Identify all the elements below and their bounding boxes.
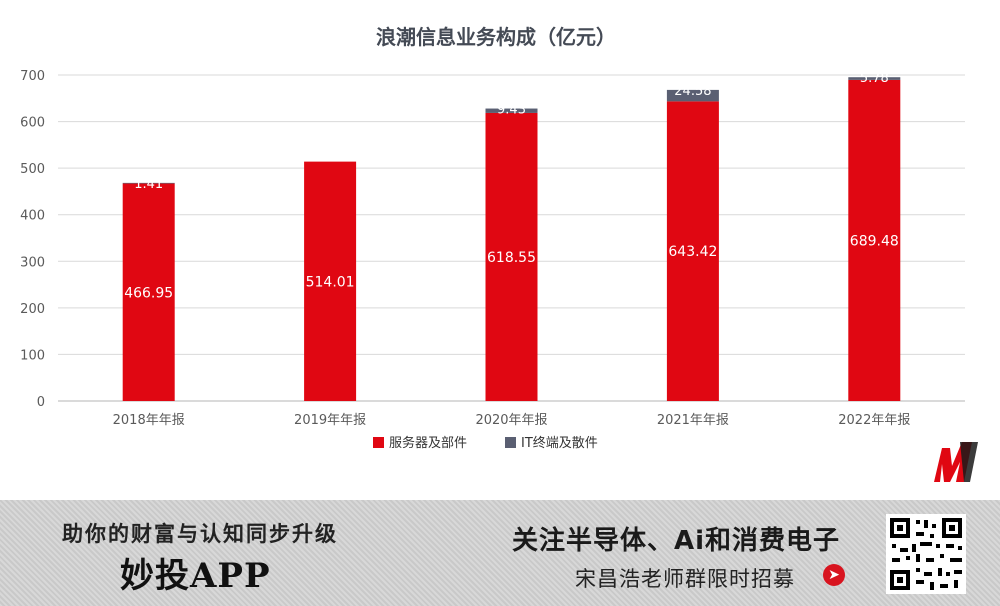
x-tick-label: 2021年年报 [657, 413, 729, 428]
data-label-server: 643.42 [668, 244, 717, 260]
y-tick-label: 0 [37, 395, 45, 410]
y-tick-label: 100 [20, 348, 45, 363]
bar-server [848, 79, 901, 401]
y-tick-label: 300 [20, 255, 45, 270]
bar-it-terminal [485, 108, 538, 113]
legend-swatch [505, 437, 516, 448]
legend-label: IT终端及散件 [521, 435, 598, 451]
x-tick-label: 2022年年报 [838, 413, 910, 428]
data-label-server: 618.55 [487, 250, 536, 266]
data-label-it-terminal: 24.58 [674, 84, 711, 99]
app-name-text: 妙投APP [120, 556, 271, 596]
data-label-server: 689.48 [850, 233, 899, 249]
miaotou-logo-icon [934, 442, 978, 482]
slogan-text: 助你的财富与认知同步升级 [62, 522, 338, 546]
follow-text: 关注半导体、Ai和消费电子 [512, 526, 841, 556]
y-tick-label: 700 [20, 69, 45, 84]
legend-swatch [373, 437, 384, 448]
data-label-server: 514.01 [306, 274, 355, 290]
promo-banner: 助你的财富与认知同步升级 妙投APP 关注半导体、Ai和消费电子 宋昌浩老师群限… [0, 500, 1000, 606]
bar-server [122, 183, 175, 401]
y-tick-label: 500 [20, 162, 45, 177]
bar-it-terminal [122, 182, 175, 184]
qr-code-icon[interactable] [886, 514, 966, 594]
data-label-server: 466.95 [124, 285, 173, 301]
legend-label: 服务器及部件 [389, 435, 467, 451]
bar-server [304, 161, 357, 401]
bar-it-terminal [848, 77, 901, 80]
y-tick-label: 600 [20, 116, 45, 131]
y-tick-label: 400 [20, 209, 45, 224]
bar-chart: 浪潮信息业务构成（亿元） 0 100 200 300 400 500 600 700 2018… [20, 25, 965, 451]
bar-it-terminal [666, 89, 719, 102]
right-arrow-circle-icon[interactable]: ➤ [823, 564, 845, 586]
y-tick-label: 200 [20, 302, 45, 317]
data-label-it-terminal: 1.41 [134, 177, 163, 192]
x-tick-label: 2018年年报 [113, 413, 185, 428]
x-tick-label: 2019年年报 [294, 413, 366, 428]
bar-server [485, 112, 538, 401]
x-tick-label: 2020年年报 [475, 413, 547, 428]
chart-title: 浪潮信息业务构成（亿元） [376, 25, 616, 49]
chart-area: 浪潮信息业务构成（亿元） 0 100 200 300 400 500 600 700 2018… [20, 25, 978, 482]
recruit-link[interactable]: 宋昌浩老师群限时招募 [575, 567, 795, 591]
data-label-it-terminal: 5.78 [860, 71, 889, 86]
bar-server [666, 101, 719, 402]
data-label-it-terminal: 9.43 [497, 103, 526, 118]
